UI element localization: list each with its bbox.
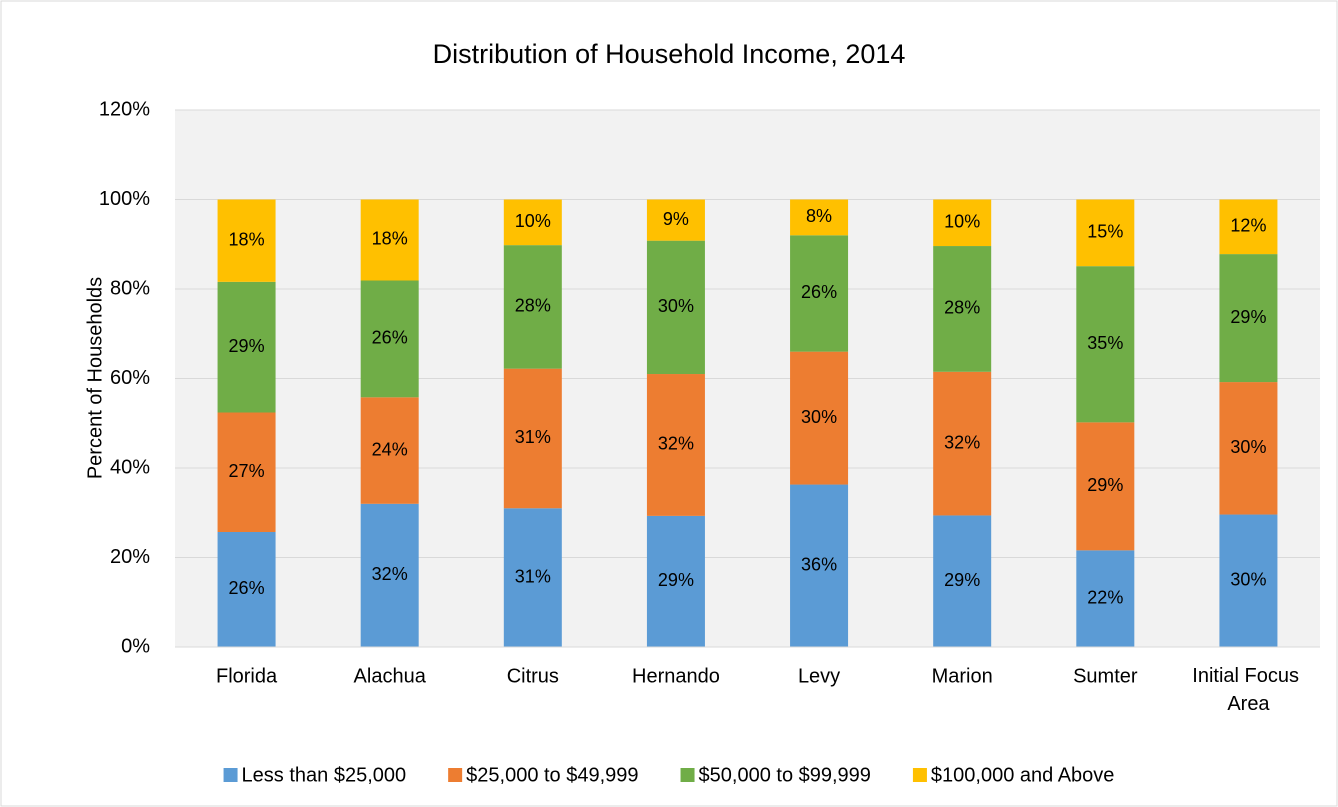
data-label: 35% (1087, 333, 1123, 353)
bar-segment (360, 503, 419, 647)
bar-segment (503, 368, 562, 509)
chart-title: Distribution of Household Income, 2014 (433, 39, 906, 69)
data-label: 31% (515, 566, 551, 586)
data-label: 32% (944, 432, 980, 452)
bar-segment (646, 374, 705, 516)
x-tick-label: Alachua (354, 665, 427, 687)
data-label: 28% (515, 296, 551, 316)
legend-label: $50,000 to $99,999 (699, 764, 871, 786)
bar-segment (503, 508, 562, 647)
bar-segment (1076, 422, 1135, 551)
data-label: 30% (1230, 437, 1266, 457)
data-label: 32% (658, 434, 694, 454)
data-label: 8% (806, 206, 832, 226)
data-label: 10% (515, 211, 551, 231)
y-tick-label: 60% (110, 367, 150, 389)
legend-swatch (680, 768, 695, 782)
bar-segment (933, 199, 992, 247)
data-label: 32% (372, 564, 408, 584)
x-tick-label: Citrus (507, 665, 559, 687)
data-label: 30% (658, 296, 694, 316)
data-label: 29% (1230, 307, 1266, 327)
x-tick-label: Hernando (632, 665, 720, 687)
data-label: 12% (1230, 216, 1266, 236)
bar-segment (360, 397, 419, 504)
bar-segment (1219, 254, 1278, 383)
legend-label: $100,000 and Above (931, 764, 1115, 786)
bar-segment (1076, 550, 1135, 647)
data-label: 26% (229, 578, 265, 598)
data-label: 29% (1087, 475, 1123, 495)
data-label: 18% (372, 229, 408, 249)
bar-segment (646, 240, 705, 375)
y-tick-label: 20% (110, 546, 150, 568)
x-tick-label: Marion (932, 665, 993, 687)
bar-segment (790, 235, 849, 352)
x-tick-label: Initial Focus Area (1192, 665, 1304, 715)
bar-segment (790, 199, 849, 236)
y-tick-label: 80% (110, 277, 150, 299)
x-tick-label: Florida (216, 665, 278, 687)
bar-segment (360, 280, 419, 398)
data-label: 31% (515, 427, 551, 447)
bar-segment (1076, 266, 1135, 423)
x-tick-label: Sumter (1073, 665, 1138, 687)
bar-segment (1219, 514, 1278, 647)
bar-segment (646, 199, 705, 241)
data-label: 29% (944, 570, 980, 590)
bar-segment (1076, 199, 1135, 267)
y-tick-label: 40% (110, 456, 150, 478)
data-label: 24% (372, 439, 408, 459)
legend-swatch (912, 768, 927, 782)
data-label: 29% (658, 570, 694, 590)
bar-segment (360, 199, 419, 281)
bar-segment (217, 412, 276, 532)
bar-segment (217, 531, 276, 647)
data-label: 30% (1230, 570, 1266, 590)
y-tick-label: 0% (121, 635, 150, 657)
bar-segment (790, 351, 849, 485)
bar-segment (790, 484, 849, 647)
data-label: 36% (801, 555, 837, 575)
bar-segment (1219, 199, 1278, 255)
y-axis-label: Percent of Households (84, 277, 106, 479)
data-label: 28% (944, 298, 980, 318)
legend-swatch (223, 768, 238, 782)
y-tick-label: 120% (99, 98, 150, 120)
bar-segment (217, 281, 276, 413)
y-tick-label: 100% (99, 188, 150, 210)
data-label: 30% (801, 407, 837, 427)
data-label: 26% (801, 282, 837, 302)
bar-segment (933, 515, 992, 647)
bar-segment (933, 371, 992, 516)
x-tick-label: Levy (798, 665, 840, 687)
bar-segment (646, 515, 705, 647)
data-label: 10% (944, 212, 980, 232)
bar-segment (217, 199, 276, 282)
data-label: 15% (1087, 222, 1123, 242)
x-tick-label-line: Initial Focus (1192, 665, 1304, 687)
bar-segment (933, 246, 992, 372)
data-label: 26% (372, 328, 408, 348)
data-label: 18% (229, 229, 265, 249)
data-label: 22% (1087, 587, 1123, 607)
legend-label: Less than $25,000 (242, 764, 407, 786)
bar-segment (503, 199, 562, 246)
data-label: 29% (229, 336, 265, 356)
legend-swatch (448, 768, 463, 782)
bar-segment (1219, 382, 1278, 515)
data-label: 9% (663, 209, 689, 229)
legend-label: $25,000 to $49,999 (466, 764, 638, 786)
bar-segment (503, 245, 562, 369)
x-tick-label-line: Area (1227, 693, 1270, 715)
data-label: 27% (229, 461, 265, 481)
